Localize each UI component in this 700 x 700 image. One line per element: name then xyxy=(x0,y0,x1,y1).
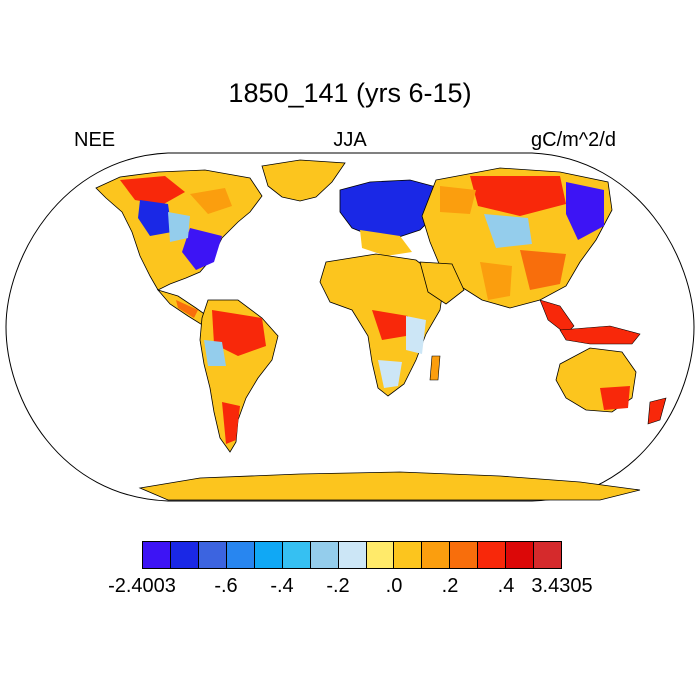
ca-red xyxy=(176,300,198,318)
new-zealand xyxy=(647,397,667,425)
colorbar-box xyxy=(394,542,423,568)
variable-label: NEE xyxy=(74,129,116,151)
colorbar-box xyxy=(478,542,507,568)
colorbar-box xyxy=(143,542,171,568)
sa-south-red xyxy=(222,402,240,444)
colorbar-tick-label: -.2 xyxy=(326,575,350,597)
colorbar-ticks: -2.4003 -.6 -.4 -.2 .0 .2 .4 3.4305 xyxy=(108,575,593,601)
africa-south-blue xyxy=(378,360,402,388)
antarctica xyxy=(138,471,641,501)
map-title: 1850_141 (yrs 6-15) xyxy=(228,78,472,108)
na-west-blue xyxy=(138,200,172,236)
madagascar xyxy=(429,355,441,381)
sa-blue xyxy=(204,340,226,366)
colorbar-tick-label: -.4 xyxy=(270,575,294,597)
na-orange xyxy=(190,188,232,214)
europe-south xyxy=(360,230,412,256)
colorbar-box xyxy=(450,542,479,568)
na-boreal-red xyxy=(120,176,185,205)
colorbar-tick-label: .0 xyxy=(385,575,403,597)
colorbar-tick-label: -.6 xyxy=(214,575,238,597)
africa-central-red xyxy=(372,310,408,340)
colorbar-box xyxy=(534,542,562,568)
colorbar-box xyxy=(282,542,311,568)
siberia-red xyxy=(470,176,566,216)
colorbar-box xyxy=(254,542,283,568)
colorbar-tick-label: 3.4305 xyxy=(531,575,593,597)
colorbar-box xyxy=(226,542,255,568)
sa-amazon-red xyxy=(212,310,266,356)
central-asia-blue xyxy=(484,214,532,248)
season-label: JJA xyxy=(333,129,367,151)
colorbar-box xyxy=(310,542,339,568)
colorbar-box xyxy=(366,542,395,568)
colorbar-tick-label: .4 xyxy=(497,575,515,597)
colorbar-box xyxy=(506,542,535,568)
siberia-orange xyxy=(440,186,476,214)
indonesia xyxy=(559,325,641,345)
australia-red xyxy=(600,386,630,410)
na-light-blue xyxy=(168,212,190,242)
colorbar xyxy=(142,541,562,569)
colorbar-tick-label: .2 xyxy=(441,575,459,597)
na-east-blue xyxy=(182,228,222,270)
colorbar-box xyxy=(170,542,199,568)
arabia xyxy=(419,261,465,305)
greenland xyxy=(261,159,346,202)
colorbar-box xyxy=(198,542,227,568)
units-label: gC/m^2/d xyxy=(531,129,616,151)
colorbar-box xyxy=(422,542,451,568)
colorbar-box xyxy=(338,542,367,568)
europe xyxy=(339,179,441,239)
siberia-east-blue xyxy=(566,182,604,240)
colorbar-tick-label: -2.4003 xyxy=(108,575,176,597)
china-orange xyxy=(520,250,566,290)
africa-east-blue xyxy=(406,316,426,354)
india-red xyxy=(480,262,512,300)
